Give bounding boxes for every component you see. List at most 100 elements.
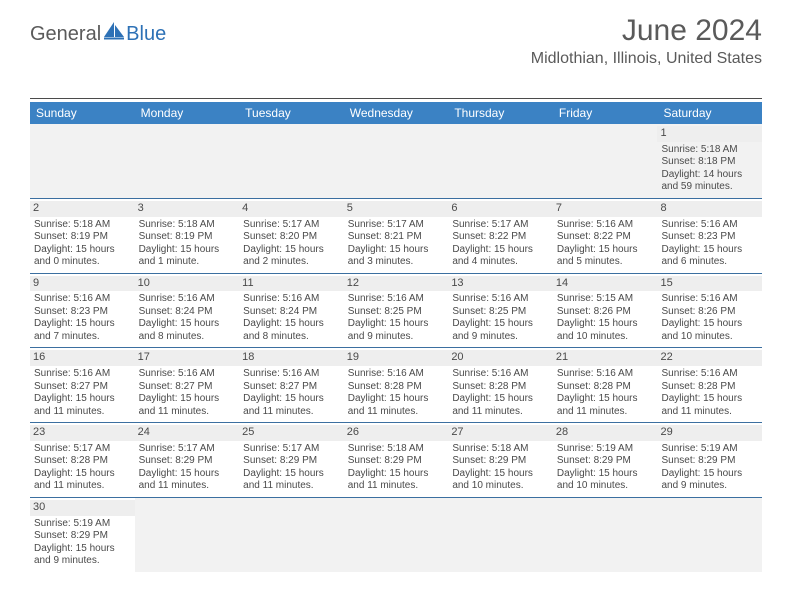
sunset-text: Sunset: 8:22 PM [452, 231, 549, 244]
day-number: 29 [657, 425, 762, 441]
daylight-text: Daylight: 15 hours and 11 minutes. [34, 393, 131, 418]
daylight-text: Daylight: 15 hours and 11 minutes. [34, 468, 131, 493]
brand-logo: General Blue [30, 22, 166, 47]
day-number: 14 [553, 276, 658, 292]
sunrise-text: Sunrise: 5:16 AM [557, 219, 654, 232]
daylight-text: Daylight: 15 hours and 9 minutes. [348, 318, 445, 343]
page-header: General Blue June 2024 Midlothian, Illin… [0, 0, 792, 72]
week-row: 16Sunrise: 5:16 AMSunset: 8:27 PMDayligh… [30, 348, 762, 423]
empty-cell [30, 124, 135, 198]
day-header-row: Sunday Monday Tuesday Wednesday Thursday… [30, 102, 762, 124]
daylight-text: Daylight: 14 hours and 59 minutes. [661, 169, 758, 194]
sunset-text: Sunset: 8:29 PM [661, 455, 758, 468]
day-cell: 13Sunrise: 5:16 AMSunset: 8:25 PMDayligh… [448, 274, 553, 348]
sunrise-text: Sunrise: 5:18 AM [661, 144, 758, 157]
sunrise-text: Sunrise: 5:18 AM [452, 443, 549, 456]
sunrise-text: Sunrise: 5:18 AM [348, 443, 445, 456]
day-number: 7 [553, 201, 658, 217]
daylight-text: Daylight: 15 hours and 11 minutes. [243, 393, 340, 418]
empty-cell [239, 498, 344, 572]
daylight-text: Daylight: 15 hours and 11 minutes. [348, 468, 445, 493]
sunset-text: Sunset: 8:29 PM [557, 455, 654, 468]
week-row: 9Sunrise: 5:16 AMSunset: 8:23 PMDaylight… [30, 274, 762, 349]
sunset-text: Sunset: 8:25 PM [452, 306, 549, 319]
day-number: 28 [553, 425, 658, 441]
sunrise-text: Sunrise: 5:18 AM [34, 219, 131, 232]
sunset-text: Sunset: 8:23 PM [661, 231, 758, 244]
day-header: Sunday [30, 102, 135, 124]
day-cell: 2Sunrise: 5:18 AMSunset: 8:19 PMDaylight… [30, 199, 135, 273]
daylight-text: Daylight: 15 hours and 10 minutes. [452, 468, 549, 493]
calendar-grid: Sunday Monday Tuesday Wednesday Thursday… [30, 102, 762, 572]
sunset-text: Sunset: 8:27 PM [243, 381, 340, 394]
daylight-text: Daylight: 15 hours and 4 minutes. [452, 244, 549, 269]
daylight-text: Daylight: 15 hours and 11 minutes. [348, 393, 445, 418]
sunrise-text: Sunrise: 5:16 AM [243, 293, 340, 306]
day-header: Friday [553, 102, 658, 124]
day-number: 8 [657, 201, 762, 217]
sunrise-text: Sunrise: 5:17 AM [243, 219, 340, 232]
sunset-text: Sunset: 8:29 PM [139, 455, 236, 468]
day-cell: 18Sunrise: 5:16 AMSunset: 8:27 PMDayligh… [239, 348, 344, 422]
day-cell: 10Sunrise: 5:16 AMSunset: 8:24 PMDayligh… [135, 274, 240, 348]
daylight-text: Daylight: 15 hours and 7 minutes. [34, 318, 131, 343]
day-number: 4 [239, 201, 344, 217]
sunset-text: Sunset: 8:24 PM [139, 306, 236, 319]
sunset-text: Sunset: 8:27 PM [34, 381, 131, 394]
sunrise-text: Sunrise: 5:16 AM [661, 219, 758, 232]
day-cell: 26Sunrise: 5:18 AMSunset: 8:29 PMDayligh… [344, 423, 449, 497]
day-header: Tuesday [239, 102, 344, 124]
daylight-text: Daylight: 15 hours and 9 minutes. [34, 543, 131, 568]
day-cell: 24Sunrise: 5:17 AMSunset: 8:29 PMDayligh… [135, 423, 240, 497]
day-number: 24 [135, 425, 240, 441]
sunrise-text: Sunrise: 5:16 AM [661, 293, 758, 306]
sunrise-text: Sunrise: 5:17 AM [139, 443, 236, 456]
day-cell: 30Sunrise: 5:19 AMSunset: 8:29 PMDayligh… [30, 498, 135, 572]
day-header: Monday [135, 102, 240, 124]
day-number: 15 [657, 276, 762, 292]
sunset-text: Sunset: 8:22 PM [557, 231, 654, 244]
daylight-text: Daylight: 15 hours and 8 minutes. [139, 318, 236, 343]
week-row: 1Sunrise: 5:18 AMSunset: 8:18 PMDaylight… [30, 124, 762, 199]
daylight-text: Daylight: 15 hours and 9 minutes. [452, 318, 549, 343]
empty-cell [135, 124, 240, 198]
day-cell: 6Sunrise: 5:17 AMSunset: 8:22 PMDaylight… [448, 199, 553, 273]
day-cell: 29Sunrise: 5:19 AMSunset: 8:29 PMDayligh… [657, 423, 762, 497]
day-cell: 20Sunrise: 5:16 AMSunset: 8:28 PMDayligh… [448, 348, 553, 422]
day-number: 19 [344, 350, 449, 366]
sunrise-text: Sunrise: 5:16 AM [557, 368, 654, 381]
day-cell: 14Sunrise: 5:15 AMSunset: 8:26 PMDayligh… [553, 274, 658, 348]
empty-cell [344, 124, 449, 198]
day-number: 9 [30, 276, 135, 292]
sunset-text: Sunset: 8:27 PM [139, 381, 236, 394]
day-number: 13 [448, 276, 553, 292]
day-number: 23 [30, 425, 135, 441]
sunrise-text: Sunrise: 5:17 AM [243, 443, 340, 456]
day-cell: 25Sunrise: 5:17 AMSunset: 8:29 PMDayligh… [239, 423, 344, 497]
daylight-text: Daylight: 15 hours and 11 minutes. [452, 393, 549, 418]
weeks-container: 1Sunrise: 5:18 AMSunset: 8:18 PMDaylight… [30, 124, 762, 572]
week-row: 2Sunrise: 5:18 AMSunset: 8:19 PMDaylight… [30, 199, 762, 274]
empty-cell [135, 498, 240, 572]
day-cell: 22Sunrise: 5:16 AMSunset: 8:28 PMDayligh… [657, 348, 762, 422]
day-cell: 19Sunrise: 5:16 AMSunset: 8:28 PMDayligh… [344, 348, 449, 422]
title-block: June 2024 Midlothian, Illinois, United S… [531, 14, 762, 68]
day-number: 6 [448, 201, 553, 217]
daylight-text: Daylight: 15 hours and 1 minute. [139, 244, 236, 269]
sunrise-text: Sunrise: 5:15 AM [557, 293, 654, 306]
sunset-text: Sunset: 8:18 PM [661, 156, 758, 169]
sunset-text: Sunset: 8:28 PM [34, 455, 131, 468]
empty-cell [239, 124, 344, 198]
day-cell: 8Sunrise: 5:16 AMSunset: 8:23 PMDaylight… [657, 199, 762, 273]
day-number: 18 [239, 350, 344, 366]
sunset-text: Sunset: 8:29 PM [34, 530, 131, 543]
day-cell: 27Sunrise: 5:18 AMSunset: 8:29 PMDayligh… [448, 423, 553, 497]
sunset-text: Sunset: 8:25 PM [348, 306, 445, 319]
daylight-text: Daylight: 15 hours and 11 minutes. [243, 468, 340, 493]
day-number: 27 [448, 425, 553, 441]
sunrise-text: Sunrise: 5:17 AM [348, 219, 445, 232]
empty-cell [553, 498, 658, 572]
brand-text-2: Blue [126, 23, 166, 46]
sunrise-text: Sunrise: 5:16 AM [661, 368, 758, 381]
day-number: 17 [135, 350, 240, 366]
